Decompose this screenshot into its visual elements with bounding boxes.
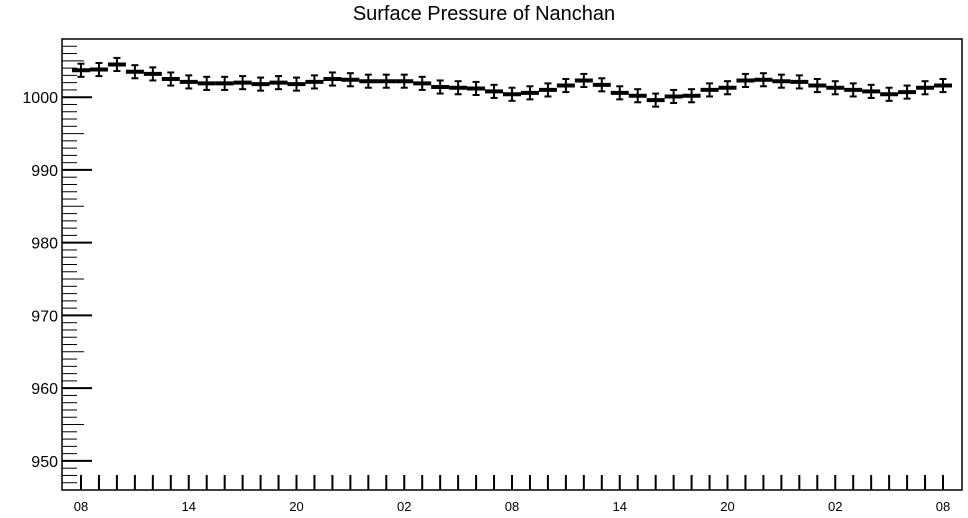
- data-point: [736, 72, 755, 89]
- data-point: [161, 71, 180, 87]
- data-point: [772, 73, 791, 89]
- x-tick-label: 08: [505, 499, 519, 514]
- y-tick-label: 980: [31, 236, 58, 253]
- data-point: [592, 77, 611, 93]
- data-point: [574, 72, 593, 89]
- y-tick-label: 960: [31, 381, 58, 398]
- x-tick-label: 14: [182, 499, 196, 514]
- data-point: [754, 72, 773, 88]
- data-point: [682, 88, 701, 104]
- data-point: [179, 74, 198, 90]
- x-tick-label: 08: [936, 499, 950, 514]
- data-point: [646, 92, 665, 108]
- data-point: [233, 75, 252, 91]
- chart-title: Surface Pressure of Nanchan: [352, 3, 616, 25]
- data-point: [880, 86, 899, 102]
- data-point: [898, 84, 917, 100]
- data-point: [287, 76, 306, 92]
- data-point: [610, 85, 629, 101]
- data-point: [467, 80, 486, 97]
- data-point: [72, 62, 90, 78]
- data-point: [251, 76, 270, 92]
- y-tick-label: 950: [31, 454, 58, 471]
- data-point: [916, 80, 935, 96]
- x-tick-label: 08: [74, 499, 88, 514]
- data-point: [197, 75, 216, 91]
- y-tick-label: 970: [31, 308, 58, 325]
- data-point: [664, 88, 683, 105]
- data-point: [89, 62, 108, 78]
- data-point: [143, 66, 162, 82]
- data-point: [305, 74, 324, 90]
- data-point: [934, 78, 952, 94]
- x-tick-label: 02: [397, 499, 411, 514]
- data-point: [269, 75, 288, 91]
- data-point: [449, 80, 468, 96]
- data-point: [215, 75, 234, 91]
- data-point: [700, 82, 719, 98]
- data-point: [503, 86, 521, 102]
- data-point: [538, 82, 557, 98]
- data-point: [844, 82, 863, 98]
- data-point: [520, 85, 539, 101]
- data-point: [485, 83, 504, 99]
- data-point: [395, 73, 414, 89]
- data-point: [107, 56, 126, 73]
- data-point: [125, 64, 144, 80]
- x-tick-label: 20: [720, 499, 734, 514]
- data-point: [359, 73, 378, 89]
- data-point: [862, 83, 881, 99]
- y-axis: 950 960 970 980 990 1000: [22, 38, 92, 491]
- y-tick-label: 1000: [22, 90, 58, 107]
- data-point: [628, 88, 647, 104]
- data-point: [431, 79, 450, 95]
- y-tick-label: 990: [31, 163, 58, 180]
- plot-frame: [61, 38, 963, 491]
- x-tick-label: 02: [828, 499, 842, 514]
- data-point: [790, 74, 809, 90]
- x-axis: 08 14 20 02 08 14 20 02 08: [74, 475, 950, 514]
- data-point: [808, 78, 827, 94]
- data-point: [556, 78, 575, 94]
- data-point: [826, 80, 845, 96]
- x-tick-label: 14: [613, 499, 627, 514]
- x-tick-label: 20: [289, 499, 303, 514]
- data-point: [413, 75, 432, 91]
- data-point: [718, 80, 737, 96]
- data-series: [72, 56, 952, 108]
- data-point: [341, 72, 360, 88]
- data-point: [377, 73, 396, 89]
- data-point: [323, 71, 342, 87]
